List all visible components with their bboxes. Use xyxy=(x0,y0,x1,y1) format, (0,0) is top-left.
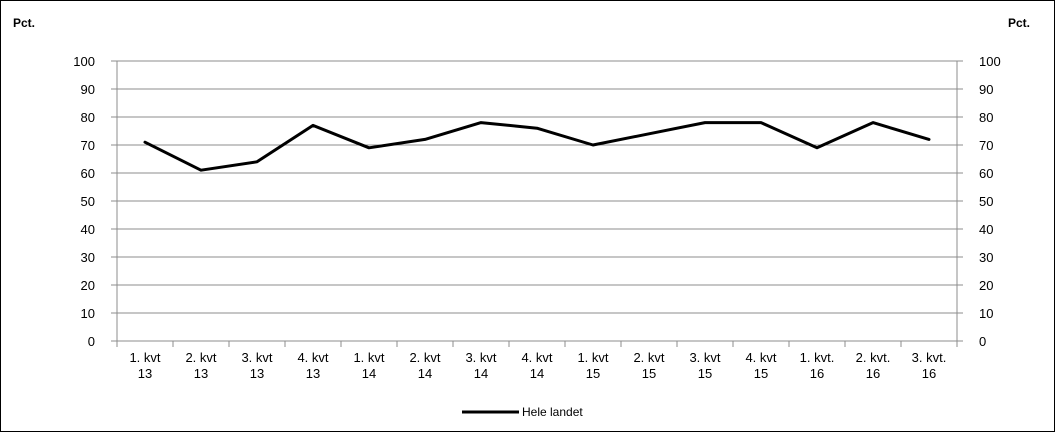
y-tick-label-right: 100 xyxy=(979,54,1001,69)
axes xyxy=(111,60,963,347)
x-tick-label-year: 13 xyxy=(138,366,152,381)
x-tick-label: 3. kvt 13 xyxy=(241,350,272,381)
y-axis-unit-right: Pct. xyxy=(1008,16,1030,30)
x-tick-label: 3. kvt 14 xyxy=(465,350,496,381)
x-tick-label-quarter: 1. kvt. xyxy=(800,350,835,365)
x-tick-label-year: 15 xyxy=(586,366,600,381)
x-tick-label-quarter: 2. kvt xyxy=(409,350,440,365)
y-tick-label-left: 100 xyxy=(73,54,95,69)
x-tick-label-quarter: 3. kvt. xyxy=(912,350,947,365)
legend: Hele landet xyxy=(462,405,583,419)
y-tick-label-left: 40 xyxy=(81,222,95,237)
y-tick-label-right: 30 xyxy=(979,250,993,265)
y-tick-label-left: 30 xyxy=(81,250,95,265)
y-tick-label-left: 10 xyxy=(81,306,95,321)
x-tick-label-quarter: 4. kvt xyxy=(297,350,328,365)
x-tick-label-quarter: 3. kvt xyxy=(241,350,272,365)
x-tick-label-quarter: 2. kvt. xyxy=(856,350,891,365)
y-tick-label-left: 20 xyxy=(81,278,95,293)
y-tick-label-left: 90 xyxy=(81,82,95,97)
gridlines xyxy=(117,60,957,314)
x-tick-label-year: 16 xyxy=(810,366,824,381)
x-tick-label: 2. kvt. 16 xyxy=(856,350,891,381)
x-tick-label: 2. kvt 14 xyxy=(409,350,440,381)
y-tick-label-right: 10 xyxy=(979,306,993,321)
x-tick-label: 1. kvt 14 xyxy=(353,350,384,381)
y-tick-label-right: 40 xyxy=(979,222,993,237)
x-tick-label-quarter: 1. kvt xyxy=(129,350,160,365)
x-tick-label-quarter: 3. kvt xyxy=(689,350,720,365)
x-tick-label: 3. kvt. 16 xyxy=(912,350,947,381)
x-tick-label: 1. kvt. 16 xyxy=(800,350,835,381)
legend-label-hele-landet: Hele landet xyxy=(522,405,583,419)
y-tick-label-left: 70 xyxy=(81,138,95,153)
y-tick-label-right: 50 xyxy=(979,194,993,209)
x-tick-label: 4. kvt 15 xyxy=(745,350,776,381)
x-tick-label-year: 16 xyxy=(866,366,880,381)
series-lines xyxy=(143,121,931,172)
y-tick-label-left: 60 xyxy=(81,166,95,181)
x-tick-label: 4. kvt 13 xyxy=(297,350,328,381)
x-tick-label-quarter: 1. kvt xyxy=(353,350,384,365)
x-tick-label-year: 13 xyxy=(306,366,320,381)
x-tick-label: 4. kvt 14 xyxy=(521,350,552,381)
x-tick-label: 2. kvt 13 xyxy=(185,350,216,381)
y-tick-label-right: 20 xyxy=(979,278,993,293)
x-tick-label-year: 14 xyxy=(530,366,544,381)
x-tick-label-year: 13 xyxy=(250,366,264,381)
x-tick-label: 1. kvt 13 xyxy=(129,350,160,381)
y-tick-label-left: 50 xyxy=(81,194,95,209)
x-tick-label-quarter: 4. kvt xyxy=(745,350,776,365)
x-tick-label: 1. kvt 15 xyxy=(577,350,608,381)
y-tick-label-right: 0 xyxy=(979,334,986,349)
x-tick-label-year: 14 xyxy=(474,366,488,381)
x-tick-label-year: 14 xyxy=(362,366,376,381)
y-tick-label-right: 70 xyxy=(979,138,993,153)
x-tick-label-year: 15 xyxy=(754,366,768,381)
y-tick-label-right: 60 xyxy=(979,166,993,181)
x-tick-label: 2. kvt 15 xyxy=(633,350,664,381)
y-tick-label-left: 80 xyxy=(81,110,95,125)
y-tick-label-left: 0 xyxy=(88,334,95,349)
x-tick-label-quarter: 3. kvt xyxy=(465,350,496,365)
y-tick-label-right: 80 xyxy=(979,110,993,125)
x-tick-label-year: 16 xyxy=(922,366,936,381)
x-tick-label: 3. kvt 15 xyxy=(689,350,720,381)
x-tick-label-quarter: 2. kvt xyxy=(185,350,216,365)
x-tick-label-year: 15 xyxy=(642,366,656,381)
x-tick-label-year: 15 xyxy=(698,366,712,381)
x-tick-label-quarter: 1. kvt xyxy=(577,350,608,365)
x-tick-label-year: 14 xyxy=(418,366,432,381)
x-tick-label-year: 13 xyxy=(194,366,208,381)
x-tick-label-quarter: 4. kvt xyxy=(521,350,552,365)
tick-labels: 0 0 10 10 20 20 30 30 40 40 50 50 60 60 70 70 80 80 90 90 10… xyxy=(73,54,1000,381)
y-axis-unit-left: Pct. xyxy=(13,16,35,30)
series-line-0 xyxy=(143,121,931,172)
y-tick-label-right: 90 xyxy=(979,82,993,97)
x-tick-label-quarter: 2. kvt xyxy=(633,350,664,365)
